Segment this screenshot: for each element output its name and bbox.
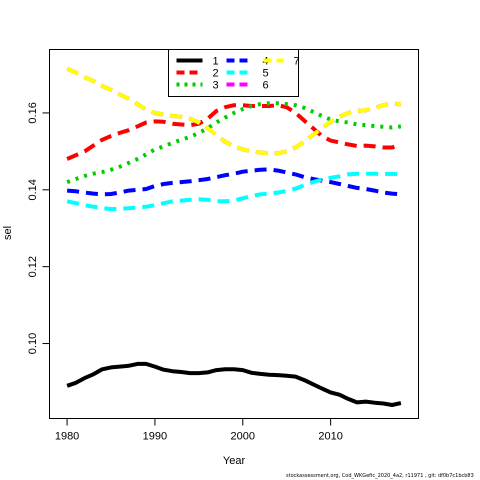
series-line-3 [66,101,402,184]
legend-label-5: 5 [263,68,269,80]
y-tick-label: 0.12 [27,256,39,277]
series-line-7 [66,66,402,156]
x-tick-label: 1990 [143,431,167,443]
x-tick-label: 2000 [231,431,255,443]
footer-note: stockassessment.org, Cod_WKGefic_2020_4a… [286,473,474,479]
legend-label-6: 6 [263,80,269,92]
legend-label-3: 3 [213,80,219,92]
legend-label-1: 1 [213,56,219,68]
series-line-1 [66,361,402,407]
x-axis-title: Year [223,455,246,467]
legend-label-7: 7 [294,56,300,68]
x-tick-label: 1980 [55,431,79,443]
y-axis: 0.10 0.12 0.14 0.16 [27,102,50,354]
y-tick-label: 0.16 [27,102,39,123]
x-tick-label: 2010 [318,431,342,443]
series-line-5 [66,171,402,211]
series-line-2 [66,103,402,161]
x-axis: 1980 1990 2000 2010 [55,418,343,443]
y-axis-title: sel [2,226,14,240]
legend-label-2: 2 [213,68,219,80]
y-tick-label: 0.10 [27,333,39,354]
legend: 1234567 [168,49,300,97]
series-lines [66,66,402,407]
y-tick-label: 0.14 [27,179,39,200]
